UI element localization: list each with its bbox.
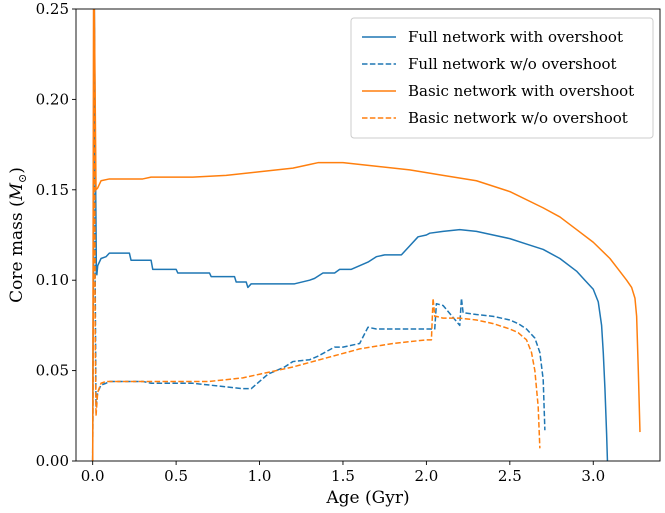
y-axis-label: Core mass (M⊙) (7, 167, 29, 303)
legend-box (350, 17, 654, 139)
series-line-basic-network-with-overshoot (91, 9, 641, 461)
x-tick-label: 2.5 (498, 467, 522, 485)
series-line-full-network-w-o-overshoot (91, 26, 546, 461)
y-tick-label: 0.00 (36, 452, 69, 470)
legend-label-basic-network-w-o-overshoot: Basic network w/o overshoot (408, 109, 628, 127)
legend: Full network with overshoot Full network … (350, 17, 654, 139)
y-tick-label: 0.15 (36, 181, 69, 199)
y-tick-label: 0.25 (36, 0, 69, 18)
x-tick-label: 0.5 (164, 467, 188, 485)
axes-layer: 0.0 0.5 1.0 1.5 2.0 2.5 3.0 0.00 0.05 0.10 0.15 0.2… (7, 0, 661, 508)
series-line-basic-network-w-o-overshoot (91, 62, 541, 461)
plot-frame (75, 8, 661, 462)
y-tick-label: 0.20 (36, 90, 69, 108)
x-tick-label: 3.0 (581, 467, 605, 485)
legend-label-full-network-w-o-overshoot: Full network w/o overshoot (408, 55, 617, 73)
series-layer (91, 9, 641, 461)
x-tick-label: 0.0 (81, 467, 105, 485)
x-tick-label: 1.5 (331, 467, 355, 485)
y-tick-label: 0.10 (36, 271, 69, 289)
x-tick-label: 1.0 (248, 467, 272, 485)
y-tick-label: 0.05 (36, 362, 69, 380)
x-tick-label: 2.0 (414, 467, 438, 485)
series-line-full-network-with-overshoot (91, 9, 609, 461)
legend-label-basic-network-with-overshoot: Basic network with overshoot (408, 82, 634, 100)
legend-label-full-network-with-overshoot: Full network with overshoot (408, 28, 623, 46)
x-axis-label: Age (Gyr) (325, 488, 409, 508)
